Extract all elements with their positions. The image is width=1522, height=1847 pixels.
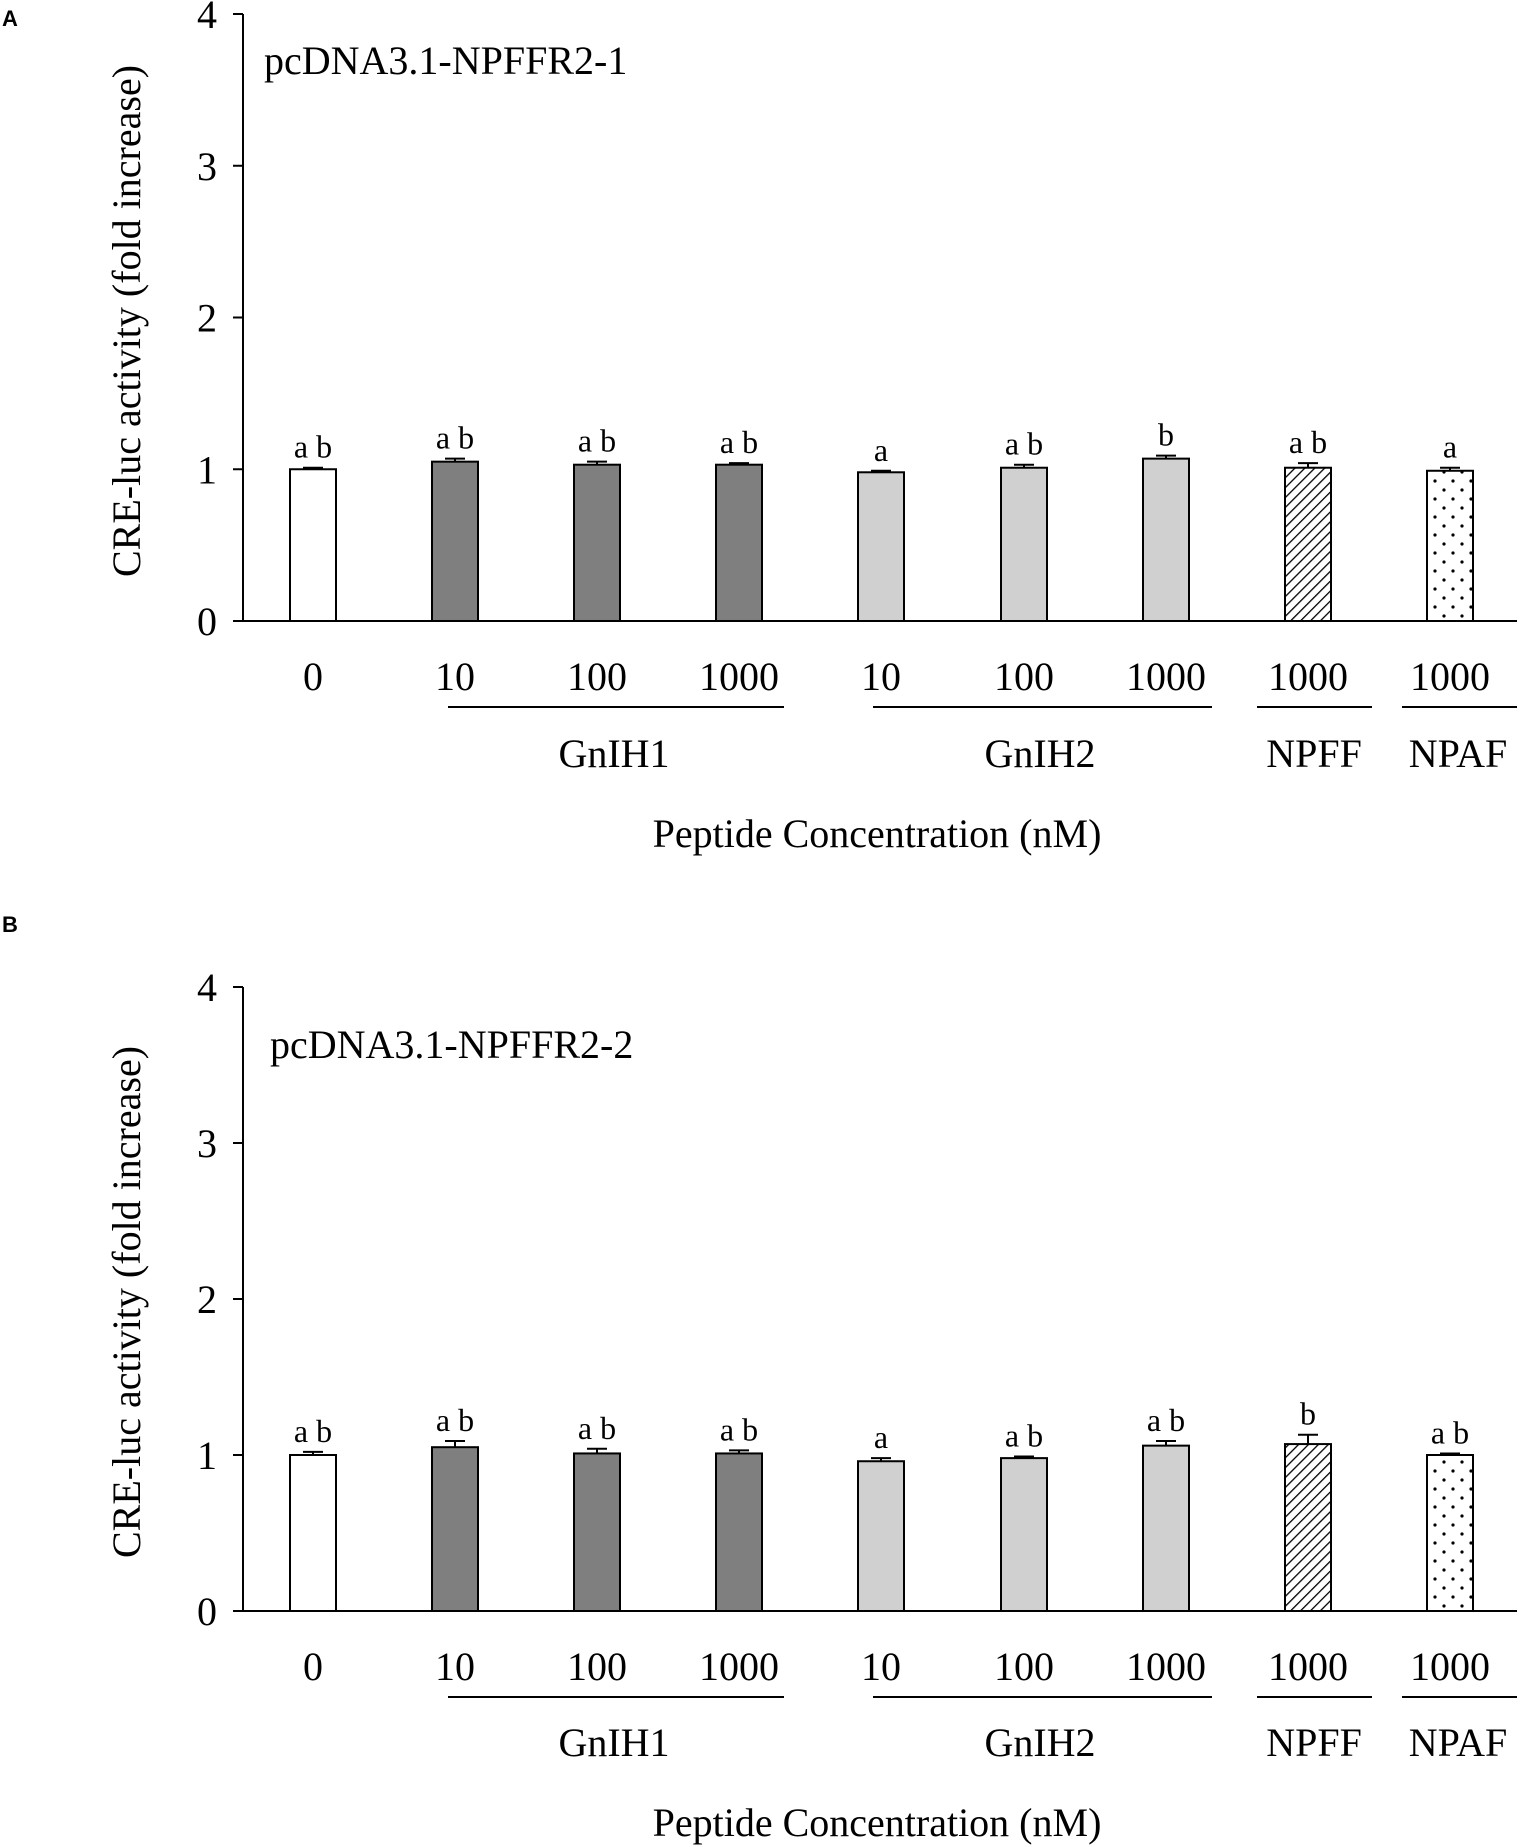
x-axis-label: Peptide Concentration (nM) bbox=[653, 1800, 1102, 1845]
x-tick-label: 100 bbox=[994, 1644, 1054, 1689]
group-label: NPFF bbox=[1266, 1720, 1362, 1765]
inset-title: pcDNA3.1-NPFFR2-2 bbox=[270, 1022, 633, 1067]
bar-gnih2 bbox=[857, 471, 905, 622]
group-label: GnIH1 bbox=[558, 731, 669, 776]
bar-gnih1 bbox=[715, 463, 763, 623]
y-tick-label: 2 bbox=[197, 296, 217, 341]
y-axis-label: CRE-luc activity (fold increase) bbox=[104, 65, 149, 577]
bar-gnih2 bbox=[1000, 1457, 1048, 1612]
bar-gnih2 bbox=[1000, 466, 1048, 623]
panel-label: B bbox=[2, 912, 18, 937]
group-label: GnIH1 bbox=[558, 1720, 669, 1765]
bar-control bbox=[289, 1454, 337, 1612]
y-tick-label: 4 bbox=[197, 0, 217, 37]
x-tick-label: 1000 bbox=[1268, 1644, 1348, 1689]
significance-label: a b bbox=[720, 424, 758, 460]
significance-label: a b bbox=[436, 1402, 474, 1438]
bar-gnih1 bbox=[573, 1452, 621, 1612]
significance-label: a b bbox=[578, 1410, 616, 1446]
bar-gnih1 bbox=[431, 460, 479, 622]
x-tick-label: 100 bbox=[994, 654, 1054, 699]
y-tick-label: 3 bbox=[197, 1121, 217, 1166]
x-tick-label: 1000 bbox=[1126, 654, 1206, 699]
x-tick-label: 1000 bbox=[699, 654, 779, 699]
group-label: NPAF bbox=[1409, 731, 1508, 776]
y-tick-label: 0 bbox=[197, 599, 217, 644]
bar-npaf bbox=[1426, 469, 1474, 622]
significance-label: a b bbox=[1147, 1402, 1185, 1438]
significance-label: a bbox=[1443, 429, 1457, 465]
significance-label: a b bbox=[1005, 426, 1043, 462]
significance-label: a bbox=[874, 1419, 888, 1455]
y-tick-label: 4 bbox=[197, 965, 217, 1010]
panel-label: A bbox=[2, 6, 18, 31]
x-tick-label: 100 bbox=[567, 654, 627, 699]
bar-control bbox=[289, 468, 337, 622]
bar-gnih2 bbox=[1142, 457, 1190, 622]
x-tick-label: 100 bbox=[567, 1644, 627, 1689]
significance-label: a b bbox=[578, 423, 616, 459]
bar-npff bbox=[1284, 1443, 1332, 1612]
panel-b: B pcDNA3.1-NPFFR2-2 CRE-luc activity (fo… bbox=[2, 912, 1517, 1845]
x-tick-label: 10 bbox=[435, 1644, 475, 1689]
y-tick-label: 3 bbox=[197, 144, 217, 189]
x-tick-label: 1000 bbox=[1410, 654, 1490, 699]
significance-label: a bbox=[874, 432, 888, 468]
x-tick-label: 10 bbox=[861, 1644, 901, 1689]
group-label: NPAF bbox=[1409, 1720, 1508, 1765]
group-label: GnIH2 bbox=[984, 1720, 1095, 1765]
significance-label: b bbox=[1300, 1396, 1316, 1432]
bar-gnih1 bbox=[573, 463, 621, 623]
bar-gnih2 bbox=[857, 1460, 905, 1612]
x-tick-label: 10 bbox=[435, 654, 475, 699]
y-tick-label: 1 bbox=[197, 1433, 217, 1478]
y-tick-label: 1 bbox=[197, 447, 217, 492]
significance-label: b bbox=[1158, 417, 1174, 453]
bar-npff bbox=[1284, 466, 1332, 623]
x-tick-label: 0 bbox=[303, 654, 323, 699]
bar-gnih2 bbox=[1142, 1444, 1190, 1613]
x-axis-label: Peptide Concentration (nM) bbox=[653, 811, 1102, 856]
y-tick-label: 0 bbox=[197, 1589, 217, 1634]
bar-npaf bbox=[1426, 1454, 1474, 1612]
x-tick-label: 1000 bbox=[699, 1644, 779, 1689]
group-label: GnIH2 bbox=[984, 731, 1095, 776]
significance-label: a b bbox=[294, 429, 332, 465]
panel-a: A pcDNA3.1-NPFFR2-1 CRE-luc activity (fo… bbox=[2, 0, 1517, 856]
significance-label: a b bbox=[294, 1413, 332, 1449]
y-axis-label: CRE-luc activity (fold increase) bbox=[104, 1046, 149, 1558]
group-label: NPFF bbox=[1266, 731, 1362, 776]
significance-label: a b bbox=[1005, 1418, 1043, 1454]
y-tick-label: 2 bbox=[197, 1277, 217, 1322]
bar-gnih1 bbox=[715, 1452, 763, 1612]
inset-title: pcDNA3.1-NPFFR2-1 bbox=[264, 38, 627, 83]
significance-label: a b bbox=[1431, 1414, 1469, 1450]
x-tick-label: 1000 bbox=[1126, 1644, 1206, 1689]
significance-label: a b bbox=[720, 1411, 758, 1447]
x-tick-label: 0 bbox=[303, 1644, 323, 1689]
significance-label: a b bbox=[1289, 424, 1327, 460]
x-tick-label: 1000 bbox=[1268, 654, 1348, 699]
significance-label: a b bbox=[436, 420, 474, 456]
x-tick-label: 1000 bbox=[1410, 1644, 1490, 1689]
x-tick-label: 10 bbox=[861, 654, 901, 699]
bar-gnih1 bbox=[431, 1446, 479, 1612]
